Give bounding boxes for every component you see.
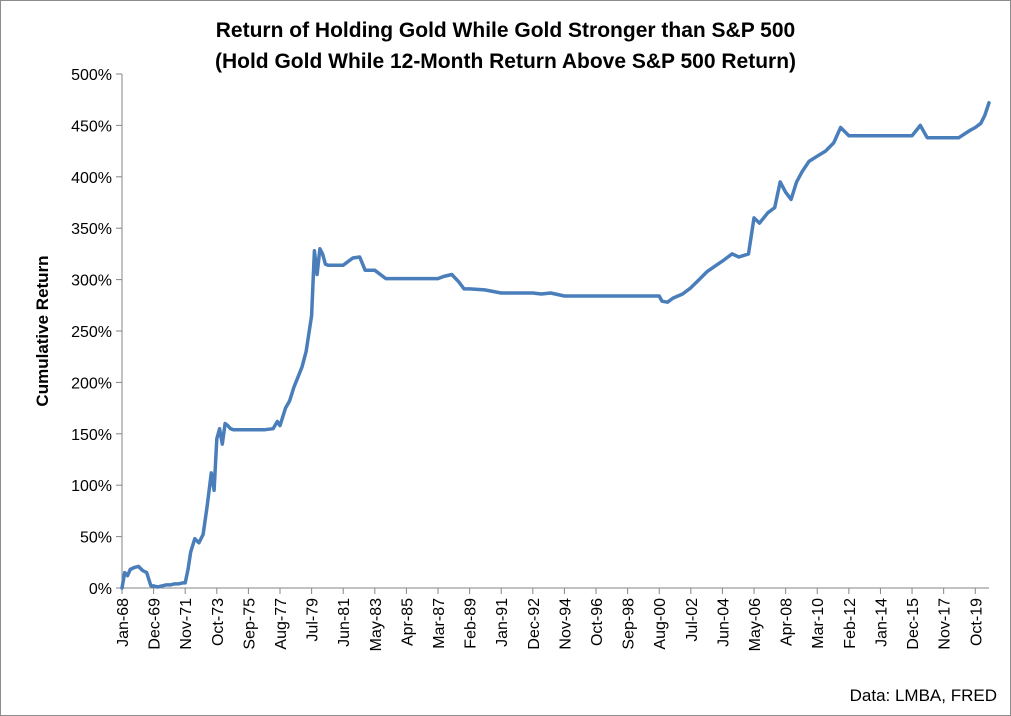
- x-tick-label: May-83: [368, 598, 385, 651]
- x-tick-label: Nov-17: [937, 598, 954, 650]
- x-tick-label: Mar-87: [431, 598, 448, 649]
- x-tick-label: Dec-92: [526, 598, 543, 650]
- x-tick-label: Sep-98: [621, 598, 638, 650]
- x-tick-label: Jan-91: [494, 598, 511, 647]
- y-tick-label: 300%: [71, 273, 112, 290]
- y-tick-label: 250%: [71, 324, 112, 341]
- x-tick-label: Oct-96: [589, 598, 606, 646]
- series-line-1: [120, 101, 991, 590]
- chart-title: Return of Holding Gold While Gold Strong…: [215, 19, 796, 42]
- y-tick-label: 150%: [71, 427, 112, 444]
- data-source-note: Data: LMBA, FRED: [849, 686, 997, 705]
- x-tick-label: Feb-89: [463, 598, 480, 649]
- x-tick-label: Jun-81: [336, 598, 353, 647]
- x-tick-label: Mar-10: [810, 598, 827, 649]
- x-tick-label: Nov-94: [557, 598, 574, 650]
- x-tick-label: Dec-15: [905, 598, 922, 650]
- x-tick-label: Jul-79: [305, 598, 322, 642]
- x-tick-label: Jul-02: [684, 598, 701, 642]
- y-tick-label: 350%: [71, 221, 112, 238]
- x-tick-label: Jan-68: [115, 598, 132, 647]
- x-tick-label: Oct-19: [968, 598, 985, 646]
- y-tick-label: 0%: [89, 581, 112, 598]
- x-tick-label: Jun-04: [715, 598, 732, 647]
- x-tick-label: Oct-73: [210, 598, 227, 646]
- x-tick-label: Aug-77: [273, 598, 290, 650]
- x-tick-label: May-06: [747, 598, 764, 651]
- y-tick-label: 50%: [80, 530, 112, 547]
- x-tick-label: Nov-71: [178, 598, 195, 650]
- y-tick-label: 100%: [71, 478, 112, 495]
- y-tick-label: 450%: [71, 118, 112, 135]
- series-layer: [120, 101, 991, 590]
- x-tick-label: Feb-12: [842, 598, 859, 649]
- x-tick-label: Sep-75: [241, 598, 258, 650]
- y-tick-label: 500%: [71, 67, 112, 84]
- x-tick-label: Apr-85: [399, 598, 416, 646]
- y-tick-label: 400%: [71, 170, 112, 187]
- y-tick-label: 200%: [71, 375, 112, 392]
- x-tick-label: Aug-00: [652, 598, 669, 650]
- axes: 0% 50% 100% 150% 200% 250% 300% 350% 400% 450% 500…: [71, 67, 989, 651]
- chart-subtitle: (Hold Gold While 12-Month Return Above S…: [214, 50, 797, 73]
- y-axis-title: Cumulative Return: [33, 255, 52, 406]
- x-tick-label: Apr-08: [779, 598, 796, 646]
- x-tick-label: Jan-14: [873, 598, 890, 647]
- x-tick-label: Dec-69: [147, 598, 164, 650]
